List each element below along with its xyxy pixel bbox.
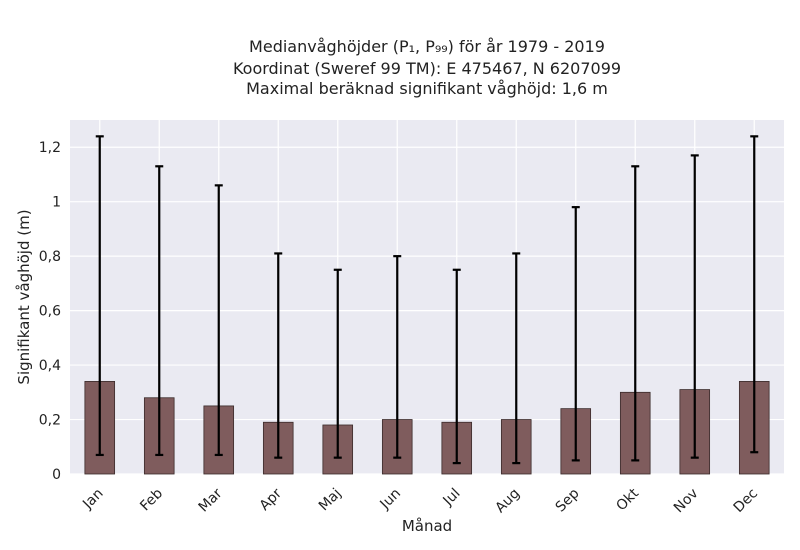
error-bar-jun <box>393 255 402 459</box>
x-tick-label: Feb <box>137 485 166 514</box>
error-bar-maj <box>333 268 342 459</box>
error-bar-okt <box>631 165 640 462</box>
y-tick-label: 1 <box>52 195 61 211</box>
plot-area <box>70 120 784 474</box>
y-tick-label: 0 <box>52 467 61 483</box>
error-bar-jul <box>452 268 461 465</box>
error-bars <box>95 135 759 465</box>
error-bar-feb <box>155 165 164 457</box>
error-bar-jan <box>95 135 104 457</box>
x-tick-label: Jan <box>79 486 106 513</box>
error-bar-apr <box>274 252 283 459</box>
x-tick-label: Nov <box>671 486 702 517</box>
chart-title: Medianvåghöjder (P₁, P₉₉) för år 1979 - … <box>233 37 621 98</box>
y-tick-label: 1,2 <box>39 140 61 156</box>
x-tick-label: Aug <box>492 486 523 517</box>
x-tick-label: Sep <box>553 485 583 515</box>
x-tick-label: Maj <box>316 486 345 515</box>
y-tick-label: 0,6 <box>39 304 61 320</box>
x-tick-label: Dec <box>731 486 761 516</box>
x-tick-label: Mar <box>196 485 226 515</box>
error-bar-dec <box>750 135 759 454</box>
error-bar-nov <box>690 154 699 459</box>
error-bar-aug <box>512 252 521 465</box>
y-tick-label: 0,4 <box>39 358 61 374</box>
x-axis-ticks: Jan Feb Mar Apr Maj Jun Jul Aug Sep Okt Nov Dec <box>79 485 761 516</box>
y-tick-label: 0,8 <box>39 249 61 265</box>
x-axis-label: Månad <box>402 517 452 535</box>
x-tick-label: Jun <box>377 486 404 513</box>
chart-title-line: Medianvåghöjder (P₁, P₉₉) för år 1979 - … <box>249 37 605 56</box>
x-tick-label: Jul <box>440 486 464 510</box>
y-axis-label: Signifikant våghöjd (m) <box>15 209 33 384</box>
x-tick-label: Okt <box>613 485 642 514</box>
error-bar-sep <box>571 206 580 462</box>
chart-subtitle-coordinates: Koordinat (Sweref 99 TM): E 475467, N 62… <box>233 59 621 78</box>
y-axis-ticks: 0 0,2 0,4 0,6 0,8 1 1,2 <box>39 140 61 483</box>
y-tick-label: 0,2 <box>39 413 61 429</box>
error-bar-mar <box>214 184 223 457</box>
chart-subtitle-max-wave: Maximal beräknad signifikant våghöjd: 1,… <box>246 79 608 98</box>
x-tick-label: Apr <box>257 485 286 514</box>
